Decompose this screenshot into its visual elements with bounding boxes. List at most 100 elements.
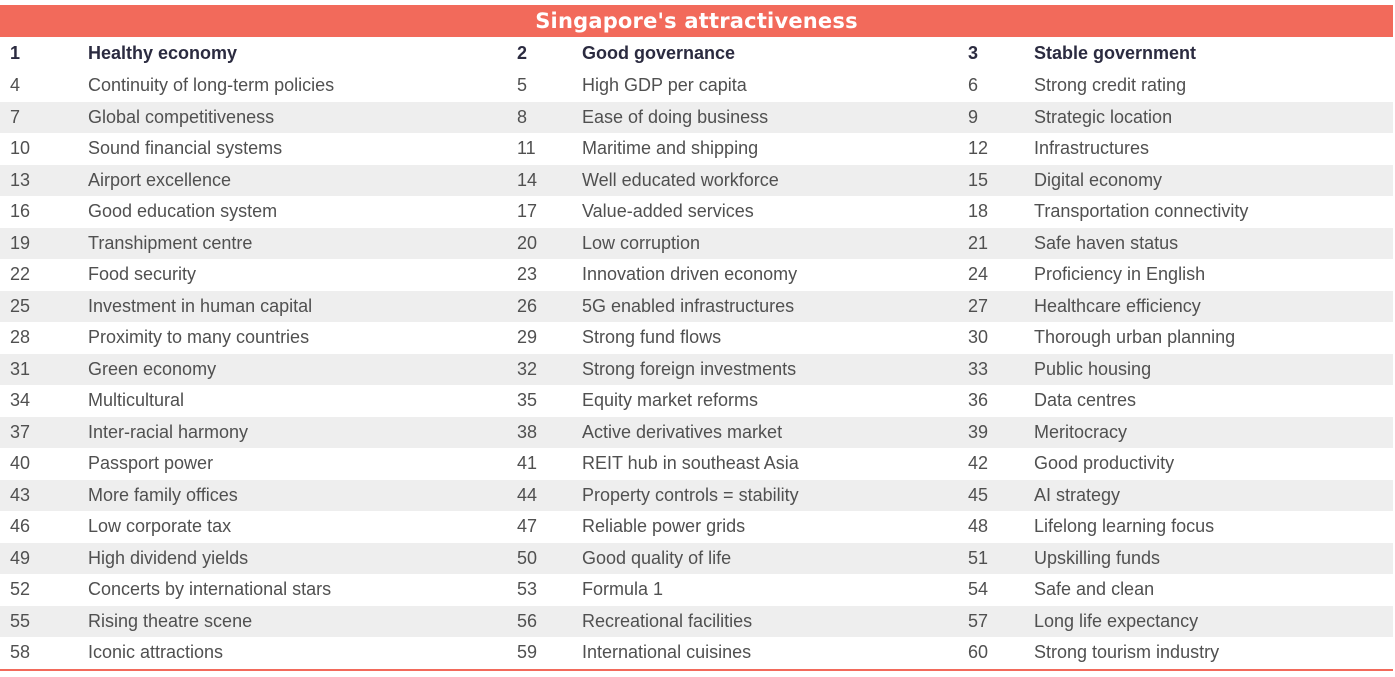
rank-number: 36 — [968, 390, 989, 411]
rank-number: 13 — [0, 164, 88, 196]
attribute-label: Maritime and shipping — [582, 138, 759, 159]
bottom-rule — [0, 668, 1393, 671]
rank-number: 30 — [968, 327, 989, 348]
attribute-label: Proximity to many countries — [88, 327, 310, 348]
attribute-label: Iconic attractions — [88, 642, 224, 663]
attribute-label: Lifelong learning focus — [1034, 516, 1215, 537]
rank-number: 46 — [10, 516, 31, 537]
rank-number: 7 — [0, 101, 88, 133]
table-row: 55 Rising theatre scene 56 Recreational fac… — [0, 605, 1393, 637]
attribute-label: 5G enabled infrastructures — [582, 290, 958, 322]
table-row: 31 Green economy 32 Strong foreign investme… — [0, 353, 1393, 385]
attribute-label: Strong credit rating — [1034, 75, 1187, 96]
table-row: 58 Iconic attractions 59 International cuis… — [0, 637, 1393, 669]
attribute-label: Safe and clean — [1034, 579, 1155, 600]
attribute-label: High GDP per capita — [582, 75, 747, 96]
rank-number: 21 — [958, 227, 1034, 259]
attribute-label: Digital economy — [1034, 164, 1393, 196]
attribute-label: Continuity of long-term policies — [88, 75, 335, 96]
rank-number: 45 — [958, 479, 1034, 511]
rank-number: 54 — [968, 579, 989, 600]
attribute-label: Concerts by international stars — [88, 579, 332, 600]
attribute-label: Proficiency in English — [1034, 264, 1206, 285]
attribute-label: High dividend yields — [88, 542, 507, 574]
attribute-label: Strong tourism industry — [1034, 642, 1220, 663]
table-row: 37 Inter-racial harmony 38 Active derivativ… — [0, 416, 1393, 448]
attribute-label: Good governance — [582, 37, 958, 70]
rank-number: 47 — [517, 516, 538, 537]
attribute-label: Investment in human capital — [88, 290, 507, 322]
attribute-label: Recreational facilities — [582, 605, 958, 637]
rank-number: 27 — [958, 290, 1034, 322]
attribute-label: Ease of doing business — [582, 101, 958, 133]
attribute-label: Thorough urban planning — [1034, 327, 1236, 348]
attribute-label: Sound financial systems — [88, 138, 283, 159]
rank-number: 10 — [10, 138, 31, 159]
rank-number: 22 — [10, 264, 31, 285]
table-row: 40 Passport power 41 REIT hub in southeast … — [0, 448, 1393, 480]
attribute-label: AI strategy — [1034, 479, 1393, 511]
attribute-label: Infrastructures — [1034, 138, 1150, 159]
header-row: 1 Healthy economy 2 Good governance 3 Stable … — [0, 37, 1393, 70]
attribute-label: Passport power — [88, 453, 214, 474]
attribute-label: Airport excellence — [88, 164, 507, 196]
rank-number: 43 — [0, 479, 88, 511]
table-row: 34 Multicultural 35 Equity market reforms 36… — [0, 385, 1393, 417]
rank-number: 39 — [958, 416, 1034, 448]
attribute-label: Multicultural — [88, 390, 185, 411]
rank-number: 34 — [10, 390, 31, 411]
rank-number: 41 — [517, 453, 538, 474]
table-row: 13 Airport excellence 14 Well educated work… — [0, 164, 1393, 196]
attribute-label: Healthcare efficiency — [1034, 290, 1393, 322]
attribute-label: Transportation connectivity — [1034, 201, 1249, 222]
attribute-label: Upskilling funds — [1034, 542, 1393, 574]
rank-number: 59 — [517, 642, 538, 663]
rank-number: 14 — [507, 164, 582, 196]
rank-number: 53 — [517, 579, 538, 600]
attribute-label: Green economy — [88, 353, 507, 385]
rank-number: 23 — [517, 264, 538, 285]
attribute-label: Data centres — [1034, 390, 1137, 411]
attribute-label: Low corporate tax — [88, 516, 232, 537]
attribute-label: Inter-racial harmony — [88, 416, 507, 448]
rank-number: 19 — [0, 227, 88, 259]
rank-number: 2 — [507, 37, 582, 70]
rank-number: 40 — [10, 453, 31, 474]
attribute-label: Good quality of life — [582, 542, 958, 574]
rank-number: 50 — [507, 542, 582, 574]
attribute-label: Good productivity — [1034, 453, 1175, 474]
rank-number: 1 — [0, 37, 88, 70]
attribute-label: Transhipment centre — [88, 227, 507, 259]
rank-number: 56 — [507, 605, 582, 637]
rank-number: 57 — [958, 605, 1034, 637]
table-body: 1 Healthy economy 2 Good governance 3 Stable … — [0, 37, 1393, 669]
rank-number: 58 — [10, 642, 31, 663]
attractiveness-table-panel: Singapore's attractiveness 1 Healthy econ… — [0, 5, 1393, 671]
attribute-label: Property controls = stability — [582, 479, 958, 511]
rank-number: 49 — [0, 542, 88, 574]
rank-number: 15 — [958, 164, 1034, 196]
rank-number: 12 — [968, 138, 989, 159]
attribute-label: Safe haven status — [1034, 227, 1393, 259]
table-row: 25 Investment in human capital 26 5G enable… — [0, 290, 1393, 322]
attribute-label: Formula 1 — [582, 579, 664, 600]
attribute-label: REIT hub in southeast Asia — [582, 453, 799, 474]
table-row: 10 Sound financial systems 11 Maritime and … — [0, 133, 1393, 165]
table-row: 28 Proximity to many countries 29 Strong fu… — [0, 322, 1393, 354]
table-row: 52 Concerts by international stars 53 Formu… — [0, 574, 1393, 606]
attribute-label: Healthy economy — [88, 37, 507, 70]
rank-number: 28 — [10, 327, 31, 348]
attribute-label: Well educated workforce — [582, 164, 958, 196]
rank-number: 3 — [958, 37, 1034, 70]
rank-number: 31 — [0, 353, 88, 385]
table-row: 4 Continuity of long-term policies 5 High G… — [0, 70, 1393, 102]
table-row: 7 Global competitiveness 8 Ease of doing bu… — [0, 101, 1393, 133]
attribute-label: Equity market reforms — [582, 390, 759, 411]
attribute-label: Stable government — [1034, 37, 1393, 70]
table-row: 16 Good education system 17 Value-added ser… — [0, 196, 1393, 228]
table-row: 22 Food security 23 Innovation driven econo… — [0, 259, 1393, 291]
table-row: 19 Transhipment centre 20 Low corruption 21 S… — [0, 227, 1393, 259]
attribute-label: Good education system — [88, 201, 278, 222]
attribute-label: Innovation driven economy — [582, 264, 798, 285]
attractiveness-table: 1 Healthy economy 2 Good governance 3 Stable … — [0, 37, 1393, 669]
